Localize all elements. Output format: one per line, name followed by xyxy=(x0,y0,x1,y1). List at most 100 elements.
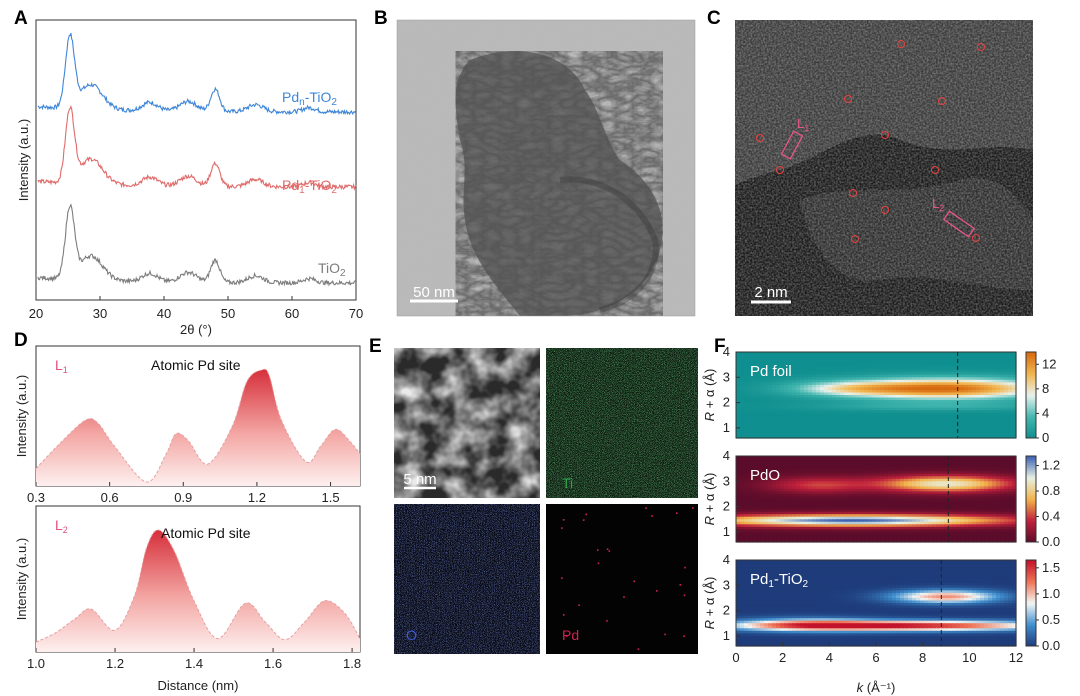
wt-cell xyxy=(912,496,917,500)
wt-cell xyxy=(940,392,945,396)
wt-cell xyxy=(976,400,981,404)
wt-cell xyxy=(828,539,833,543)
wt-cell xyxy=(744,471,749,475)
wt-cell xyxy=(820,476,825,480)
wt-cell xyxy=(904,410,909,414)
wt-cell xyxy=(956,483,961,487)
wt-cell xyxy=(832,506,837,510)
wt-cell xyxy=(784,524,789,528)
wt-cell xyxy=(972,354,977,358)
wt-cell xyxy=(772,456,777,460)
wt-cell xyxy=(960,407,965,411)
wt-cell xyxy=(836,463,841,467)
wt-cell xyxy=(904,536,909,541)
wt-cell xyxy=(788,524,793,528)
wt-cell xyxy=(948,392,953,396)
wt-cell xyxy=(780,514,785,518)
wt-cell xyxy=(864,519,869,523)
wt-cell xyxy=(812,422,817,426)
wt-cell xyxy=(752,473,757,477)
wt-map-frame xyxy=(735,351,1017,439)
wt-cell xyxy=(828,458,833,462)
wt-cell xyxy=(760,432,765,437)
wt-cell xyxy=(924,468,929,472)
wt-cell xyxy=(864,473,869,477)
wt-cell xyxy=(916,458,921,462)
wt-cell xyxy=(828,405,833,409)
wt-cell xyxy=(844,501,849,505)
wt-cell xyxy=(848,534,853,538)
wt-cell xyxy=(788,362,793,366)
wt-cell xyxy=(932,410,937,414)
wt-cell xyxy=(804,536,809,541)
wt-cell xyxy=(760,468,765,472)
wt-cell xyxy=(968,516,973,520)
wt-cell xyxy=(904,526,909,530)
wt-cell xyxy=(796,486,801,490)
wt-cell xyxy=(744,486,749,490)
wt-cell xyxy=(824,509,829,513)
wt-cell xyxy=(736,511,741,515)
wt-cell xyxy=(812,395,817,399)
wt-cell xyxy=(796,427,801,432)
wt-cell xyxy=(784,476,789,480)
wt-cell xyxy=(908,456,913,460)
wt-cell xyxy=(764,435,769,439)
wt-cell xyxy=(964,536,969,541)
wt-cell xyxy=(892,521,897,525)
wt-cell xyxy=(796,432,801,437)
wt-cell xyxy=(896,483,901,487)
wt-cell xyxy=(872,374,877,378)
wt-cell xyxy=(784,534,789,538)
wt-cell xyxy=(940,466,945,470)
wt-cell xyxy=(864,354,869,358)
wt-cell xyxy=(964,359,969,363)
wt-cell xyxy=(768,483,773,487)
wt-cell xyxy=(992,400,997,404)
wt-cell xyxy=(972,499,977,503)
wt-cell xyxy=(960,364,965,368)
wt-cell xyxy=(856,415,861,419)
wt-cell xyxy=(820,405,825,409)
wt-cell xyxy=(788,463,793,467)
wt-cell xyxy=(1008,509,1013,513)
wt-cell xyxy=(820,379,825,383)
wt-cell xyxy=(832,407,837,411)
wt-cell xyxy=(936,364,941,368)
wt-cell xyxy=(976,519,981,523)
wt-cell xyxy=(876,521,881,525)
wt-cell xyxy=(864,488,869,493)
wt-cell xyxy=(748,364,753,368)
wt-cell xyxy=(760,362,765,366)
wt-cell xyxy=(1012,526,1017,530)
wt-cell xyxy=(892,387,897,391)
wt-cell xyxy=(920,499,925,503)
wt-cell xyxy=(816,415,821,419)
wt-cell xyxy=(776,395,781,399)
wt-cell xyxy=(1012,407,1017,411)
wt-cell xyxy=(860,420,865,424)
wt-cell xyxy=(796,499,801,503)
wt-cell xyxy=(904,425,909,429)
wt-cell xyxy=(792,422,797,426)
wt-cell xyxy=(960,402,965,406)
wt-cell xyxy=(900,362,905,366)
wt-cell xyxy=(984,422,989,426)
wt-cell xyxy=(896,458,901,462)
wt-cell xyxy=(824,524,829,528)
wt-cell xyxy=(808,369,813,373)
wt-cell xyxy=(776,392,781,396)
wt-cell xyxy=(844,430,849,434)
colorbar-tick-label: 12 xyxy=(1042,356,1056,371)
wt-cell xyxy=(1000,402,1005,406)
wt-cell xyxy=(852,493,857,498)
wt-cell xyxy=(872,435,877,439)
wt-cell xyxy=(924,362,929,366)
wt-cell xyxy=(792,534,797,538)
wt-cell xyxy=(912,514,917,518)
wt-cell xyxy=(812,524,817,528)
wt-cell xyxy=(848,466,853,470)
wt-cell xyxy=(832,352,837,356)
wt-cell xyxy=(740,539,745,543)
wt-cell xyxy=(948,524,953,528)
